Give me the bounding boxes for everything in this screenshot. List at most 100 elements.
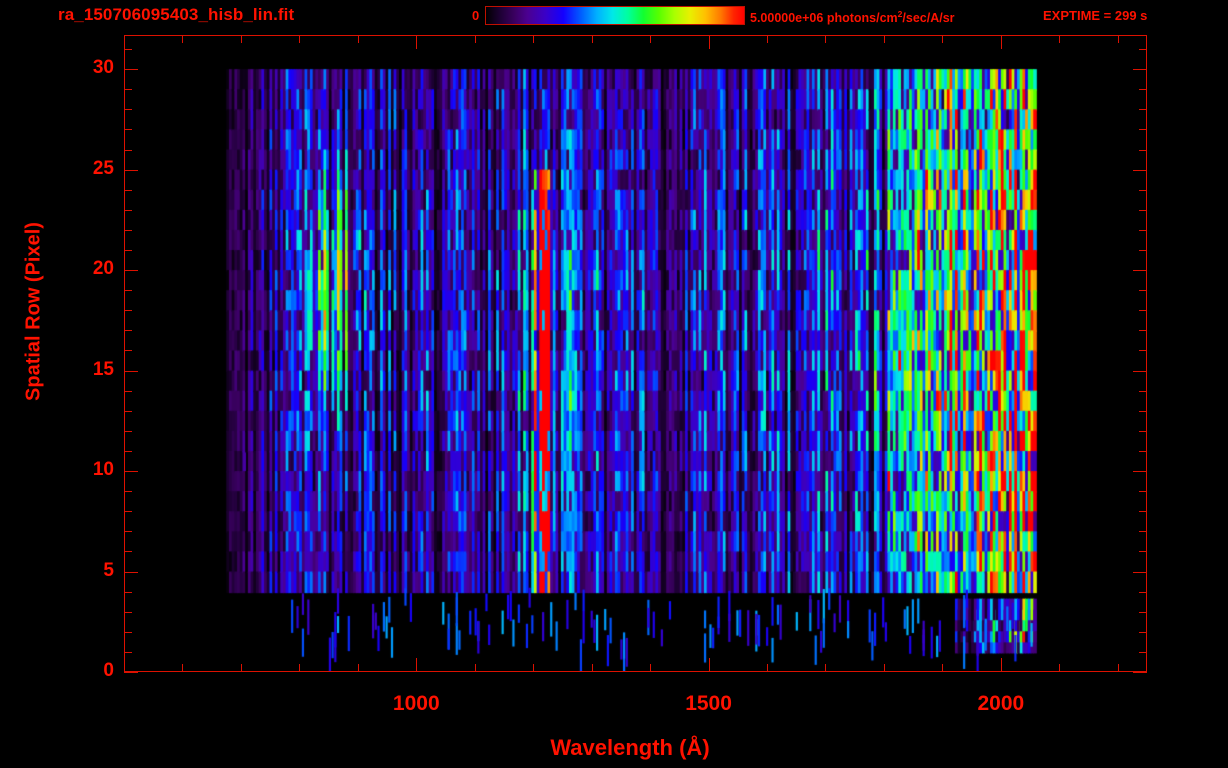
y-minor-tick [124, 431, 132, 432]
x-minor-tick [592, 664, 593, 672]
x-minor-tick [241, 664, 242, 672]
x-minor-tick-top [942, 35, 943, 43]
colorbar [485, 6, 745, 25]
y-minor-tick [124, 129, 132, 130]
y-minor-tick-right [1139, 49, 1147, 50]
y-minor-tick-right [1139, 411, 1147, 412]
y-minor-tick [124, 391, 132, 392]
y-tick-label: 20 [92, 258, 114, 280]
y-tick-label: 0 [103, 660, 114, 681]
x-minor-tick [942, 664, 943, 672]
y-minor-tick-right [1139, 612, 1147, 613]
x-minor-tick [533, 664, 534, 672]
y-tick-label: 30 [92, 57, 114, 79]
x-minor-tick [182, 664, 183, 672]
x-minor-tick-top [533, 35, 534, 43]
y-minor-tick-right [1139, 451, 1147, 452]
y-minor-tick [124, 150, 132, 151]
x-minor-tick-top [1059, 35, 1060, 43]
y-minor-tick [124, 632, 132, 633]
colorbar-max-label: 5.00000e+06 photons/cm2/sec/A/sr [750, 9, 955, 25]
y-major-tick-right [1133, 572, 1147, 573]
y-tick-label: 25 [92, 157, 114, 179]
y-minor-tick [124, 290, 132, 291]
y-tick-label: 10 [92, 459, 114, 481]
x-minor-tick-top [884, 35, 885, 43]
y-minor-tick-right [1139, 310, 1147, 311]
x-minor-tick [884, 664, 885, 672]
y-tick-label: 5 [103, 559, 114, 581]
x-minor-tick [475, 664, 476, 672]
y-minor-tick [124, 511, 132, 512]
y-minor-tick [124, 230, 132, 231]
colorbar-units-suffix: /sec/A/sr [902, 11, 955, 26]
y-minor-tick-right [1139, 652, 1147, 653]
x-minor-tick-top [1118, 35, 1119, 43]
y-minor-tick-right [1139, 551, 1147, 552]
y-major-tick [124, 471, 138, 472]
y-minor-tick [124, 210, 132, 211]
x-minor-tick [358, 664, 359, 672]
colorbar-min-label: 0 [472, 8, 480, 23]
x-major-tick-top [416, 35, 417, 49]
y-major-tick-right [1133, 270, 1147, 271]
y-tick-label: 15 [92, 358, 114, 380]
y-major-tick [124, 270, 138, 271]
x-minor-tick [650, 664, 651, 672]
y-minor-tick [124, 89, 132, 90]
x-tick-label: 2000 [977, 692, 1025, 715]
x-minor-tick-top [475, 35, 476, 43]
y-minor-tick-right [1139, 531, 1147, 532]
y-minor-tick-right [1139, 210, 1147, 211]
x-minor-tick-top [825, 35, 826, 43]
y-minor-tick [124, 411, 132, 412]
y-minor-tick-right [1139, 290, 1147, 291]
y-major-tick [124, 371, 138, 372]
x-axis-title: Wavelength (Å) [550, 735, 710, 760]
colorbar-units-prefix: photons/cm [823, 11, 898, 26]
y-minor-tick [124, 551, 132, 552]
y-minor-tick-right [1139, 230, 1147, 231]
y-minor-tick [124, 350, 132, 351]
x-major-tick [709, 658, 710, 672]
x-tick-label: 1500 [685, 692, 732, 715]
y-minor-tick [124, 49, 132, 50]
y-minor-tick [124, 652, 132, 653]
y-major-tick [124, 170, 138, 171]
y-major-tick [124, 572, 138, 573]
x-major-tick-top [1001, 35, 1002, 49]
y-minor-tick-right [1139, 250, 1147, 251]
exposure-time-label: EXPTIME = 299 s [1043, 8, 1148, 23]
y-minor-tick-right [1139, 129, 1147, 130]
x-minor-tick [1118, 664, 1119, 672]
spectrogram-image [125, 36, 1146, 671]
y-major-tick-right [1133, 371, 1147, 372]
y-minor-tick [124, 531, 132, 532]
x-minor-tick [299, 664, 300, 672]
x-major-tick-top [709, 35, 710, 49]
x-tick-label: 1000 [392, 692, 440, 715]
y-major-tick [124, 672, 138, 673]
y-minor-tick [124, 109, 132, 110]
y-minor-tick-right [1139, 89, 1147, 90]
y-minor-tick-right [1139, 190, 1147, 191]
y-minor-tick-right [1139, 431, 1147, 432]
colorbar-max-value: 5.00000e+06 [750, 11, 824, 26]
x-major-tick [1001, 658, 1002, 672]
y-minor-tick [124, 451, 132, 452]
x-minor-tick-top [182, 35, 183, 43]
y-major-tick [124, 69, 138, 70]
y-minor-tick-right [1139, 491, 1147, 492]
y-axis-title: Spatial Row (Pixel) [22, 222, 45, 401]
y-minor-tick-right [1139, 109, 1147, 110]
y-minor-tick [124, 330, 132, 331]
x-minor-tick-top [592, 35, 593, 43]
y-minor-tick-right [1139, 150, 1147, 151]
y-minor-tick [124, 612, 132, 613]
y-minor-tick-right [1139, 511, 1147, 512]
y-minor-tick-right [1139, 330, 1147, 331]
y-minor-tick-right [1139, 350, 1147, 351]
x-major-tick [416, 658, 417, 672]
x-minor-tick-top [650, 35, 651, 43]
